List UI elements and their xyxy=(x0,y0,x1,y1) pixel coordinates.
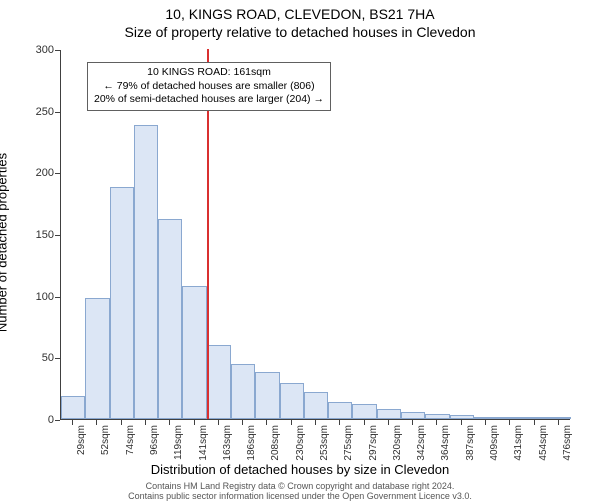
histogram-bar xyxy=(304,392,328,419)
histogram-bar xyxy=(158,219,182,419)
title-address: 10, KINGS ROAD, CLEVEDON, BS21 7HA xyxy=(0,0,600,22)
x-tick-mark xyxy=(169,420,170,425)
y-tick-label: 250 xyxy=(24,106,54,118)
histogram-bar xyxy=(401,412,425,419)
x-tick-mark xyxy=(485,420,486,425)
x-tick-mark xyxy=(364,420,365,425)
y-tick-mark xyxy=(55,112,60,113)
histogram-bar xyxy=(498,417,522,419)
x-tick-mark xyxy=(194,420,195,425)
y-tick-mark xyxy=(55,420,60,421)
y-tick-label: 200 xyxy=(24,167,54,179)
x-tick-mark xyxy=(558,420,559,425)
x-tick-mark xyxy=(436,420,437,425)
histogram-bar xyxy=(450,415,474,419)
x-tick-mark xyxy=(291,420,292,425)
x-tick-mark xyxy=(121,420,122,425)
x-tick-label: 387sqm xyxy=(465,425,476,461)
x-tick-label: 52sqm xyxy=(100,425,111,455)
y-tick-mark xyxy=(55,173,60,174)
title-subtitle: Size of property relative to detached ho… xyxy=(0,22,600,40)
histogram-bar xyxy=(377,409,401,419)
y-tick-label: 150 xyxy=(24,229,54,241)
histogram-bar xyxy=(61,396,85,419)
histogram-bar xyxy=(255,372,279,419)
x-tick-label: 476sqm xyxy=(562,425,573,461)
x-tick-label: 208sqm xyxy=(270,425,281,461)
y-tick-mark xyxy=(55,358,60,359)
y-axis-label: Number of detached properties xyxy=(0,153,10,332)
histogram-bar xyxy=(231,364,255,420)
x-tick-label: 141sqm xyxy=(198,425,209,461)
annotation-box: 10 KINGS ROAD: 161sqm ← 79% of detached … xyxy=(87,62,331,111)
x-tick-label: 454sqm xyxy=(538,425,549,461)
chart-container: 10, KINGS ROAD, CLEVEDON, BS21 7HA Size … xyxy=(0,0,600,500)
x-tick-label: 364sqm xyxy=(440,425,451,461)
histogram-bar xyxy=(474,417,498,419)
attribution-text: Contains HM Land Registry data © Crown c… xyxy=(0,482,600,502)
x-tick-mark xyxy=(509,420,510,425)
x-tick-label: 320sqm xyxy=(392,425,403,461)
x-tick-label: 409sqm xyxy=(489,425,500,461)
histogram-bar xyxy=(547,417,571,419)
y-tick-label: 0 xyxy=(24,414,54,426)
x-tick-mark xyxy=(218,420,219,425)
x-tick-label: 119sqm xyxy=(173,425,184,460)
histogram-bar xyxy=(182,286,206,419)
x-tick-mark xyxy=(266,420,267,425)
y-tick-mark xyxy=(55,297,60,298)
x-tick-label: 230sqm xyxy=(295,425,306,461)
x-tick-label: 342sqm xyxy=(416,425,427,461)
x-tick-mark xyxy=(315,420,316,425)
y-tick-label: 100 xyxy=(24,291,54,303)
annotation-line2: ← 79% of detached houses are smaller (80… xyxy=(94,80,324,94)
x-tick-mark xyxy=(412,420,413,425)
histogram-bar xyxy=(110,187,134,419)
histogram-bar xyxy=(425,414,449,419)
x-tick-label: 297sqm xyxy=(368,425,379,461)
x-axis-label: Distribution of detached houses by size … xyxy=(0,462,600,477)
y-tick-label: 50 xyxy=(24,352,54,364)
x-tick-mark xyxy=(388,420,389,425)
x-tick-mark xyxy=(242,420,243,425)
x-tick-label: 163sqm xyxy=(222,425,233,461)
y-tick-mark xyxy=(55,50,60,51)
histogram-bar xyxy=(207,345,231,419)
x-tick-mark xyxy=(461,420,462,425)
y-tick-mark xyxy=(55,235,60,236)
histogram-bar xyxy=(134,125,158,419)
histogram-bar xyxy=(522,417,546,419)
x-tick-label: 186sqm xyxy=(246,425,257,461)
annotation-line3: 20% of semi-detached houses are larger (… xyxy=(94,93,324,107)
x-tick-label: 431sqm xyxy=(513,425,524,461)
x-tick-label: 253sqm xyxy=(319,425,330,461)
x-tick-label: 29sqm xyxy=(76,425,87,455)
histogram-bar xyxy=(280,383,304,419)
histogram-bar xyxy=(328,402,352,419)
annotation-line1: 10 KINGS ROAD: 161sqm xyxy=(94,66,324,80)
histogram-bar xyxy=(85,298,109,419)
x-tick-label: 74sqm xyxy=(125,425,136,455)
x-tick-mark xyxy=(72,420,73,425)
x-tick-mark xyxy=(96,420,97,425)
x-tick-mark xyxy=(145,420,146,425)
x-tick-label: 275sqm xyxy=(343,425,354,461)
x-tick-mark xyxy=(534,420,535,425)
x-tick-label: 96sqm xyxy=(149,425,160,455)
histogram-bar xyxy=(352,404,376,419)
x-tick-mark xyxy=(339,420,340,425)
y-tick-label: 300 xyxy=(24,44,54,56)
